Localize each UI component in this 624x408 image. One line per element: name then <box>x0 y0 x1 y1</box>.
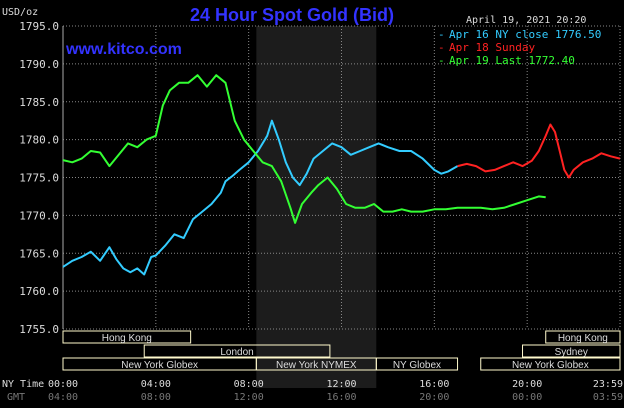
session-label: Hong Kong <box>102 333 152 344</box>
legend-marker: - <box>438 41 445 54</box>
y-tick-label: 1775.0 <box>19 172 59 185</box>
y-axis-ticks: 1795.0 1790.0 1785.0 1780.0 1775.0 1770.0 1765… <box>19 20 59 336</box>
x-time-tick-label: 04:00 <box>141 379 171 390</box>
session-box <box>480 357 621 371</box>
trading-sessions: Hong Kong Hong Kong London Sydney New York G… <box>62 330 621 371</box>
legend: - Apr 16 NY close 1776.50- Apr 18 Sunday- A… <box>438 28 601 67</box>
session-label: New York Globex <box>121 360 198 371</box>
y-tick-label: 1760.0 <box>19 285 59 298</box>
x-gmt-tick-label: 00:00 <box>512 392 542 403</box>
grid-lines <box>62 25 621 330</box>
session-label: Hong Kong <box>558 333 608 344</box>
y-tick-label: 1790.0 <box>19 58 59 71</box>
timestamp: April 19, 2021 20:20 <box>466 15 586 26</box>
y-tick-label: 1765.0 <box>19 247 59 260</box>
series-lines <box>62 74 621 276</box>
session-box <box>62 330 192 344</box>
x-gmt-tick-label: 04:00 <box>48 392 78 403</box>
x-gmt-tick-label: 03:59 <box>593 392 623 403</box>
y-tick-label: 1780.0 <box>19 134 59 147</box>
session-label: New York NYMEX <box>276 360 357 371</box>
legend-marker: - <box>438 54 445 67</box>
x-axis-time-label: NY Time <box>2 379 44 390</box>
session-label: London <box>220 347 253 358</box>
legend-entry: Apr 18 Sunday <box>449 41 535 54</box>
series-line-3 <box>62 74 546 224</box>
session-box <box>375 357 459 371</box>
y-tick-label: 1795.0 <box>19 20 59 33</box>
legend-entry: Apr 16 NY close 1776.50 <box>449 28 601 41</box>
x-gmt-tick-label: 16:00 <box>326 392 356 403</box>
y-tick-label: 1770.0 <box>19 209 59 222</box>
y-axis-unit: USD/oz <box>2 7 38 18</box>
chart-title: 24 Hour Spot Gold (Bid) <box>190 5 394 25</box>
session-box <box>522 344 621 358</box>
x-axis-gmt-label: GMT <box>7 392 25 403</box>
x-axis-ticks: 00:00 04:00 08:00 12:00 16:00 20:00 23:59 04:00… <box>48 379 623 403</box>
session-box <box>143 344 331 358</box>
x-time-tick-label: 20:00 <box>512 379 542 390</box>
x-time-tick-label: 00:00 <box>48 379 78 390</box>
legend-entry: Apr 19 Last 1772.40 <box>449 54 575 67</box>
x-gmt-tick-label: 20:00 <box>419 392 449 403</box>
session-label: New York Globex <box>512 360 589 371</box>
y-tick-label: 1785.0 <box>19 96 59 109</box>
y-tick-label: 1755.0 <box>19 323 59 336</box>
series-line-2 <box>457 123 621 179</box>
series-line-1 <box>62 119 458 276</box>
x-time-tick-label: 12:00 <box>326 379 356 390</box>
legend-marker: - <box>438 28 445 41</box>
session-box <box>545 330 621 344</box>
session-label: NY Globex <box>393 360 441 371</box>
x-time-tick-label: 23:59 <box>593 379 623 390</box>
x-gmt-tick-label: 08:00 <box>141 392 171 403</box>
x-time-tick-label: 08:00 <box>234 379 264 390</box>
x-gmt-tick-label: 12:00 <box>234 392 264 403</box>
brand-link[interactable]: www.kitco.com <box>65 41 182 58</box>
session-label: Sydney <box>555 347 588 358</box>
x-time-tick-label: 16:00 <box>419 379 449 390</box>
